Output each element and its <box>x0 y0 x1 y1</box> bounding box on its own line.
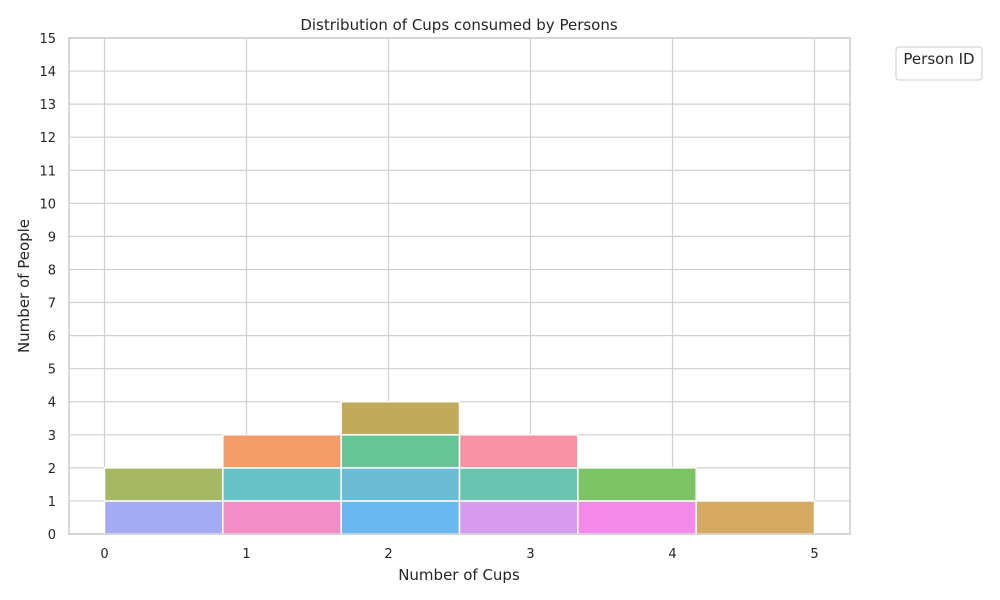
histogram-bar-segment <box>458 467 579 502</box>
x-tick-label: 0 <box>100 547 108 562</box>
legend-title: Person ID <box>903 50 974 68</box>
y-tick-label: 6 <box>48 330 56 345</box>
x-tick-label: 4 <box>668 547 676 562</box>
histogram-bar-segment <box>340 434 461 469</box>
x-tick-label: 3 <box>526 547 534 562</box>
x-tick-label: 1 <box>242 547 250 562</box>
histogram-bar-segment <box>340 400 461 436</box>
y-tick-label: 11 <box>39 164 56 179</box>
histogram-bar-segment <box>340 467 461 502</box>
chart-title: Distribution of Cups consumed by Persons <box>300 16 618 34</box>
bars <box>103 400 816 535</box>
histogram-bar-segment <box>577 500 697 535</box>
y-tick-label: 10 <box>39 197 56 212</box>
histogram-bar-segment <box>577 467 697 502</box>
histogram-bar-segment <box>458 500 579 535</box>
y-axis-label: Number of People <box>15 219 33 353</box>
histogram-bar-segment <box>222 467 342 502</box>
histogram-bar-segment <box>458 434 579 469</box>
legend-box <box>895 46 983 81</box>
x-axis-ticks: 0 1 2 3 4 5 <box>100 547 818 562</box>
histogram-bar-segment <box>222 434 342 469</box>
histogram-bar-segment <box>103 500 224 535</box>
histogram-bar-segment <box>340 500 461 535</box>
y-tick-label: 14 <box>39 65 56 80</box>
x-axis-label: Number of Cups <box>398 566 520 584</box>
y-tick-label: 1 <box>48 495 56 510</box>
y-tick-label: 3 <box>48 429 56 444</box>
grid <box>69 37 850 535</box>
y-tick-label: 8 <box>48 263 56 278</box>
y-tick-label: 5 <box>48 363 56 378</box>
y-tick-label: 7 <box>48 297 56 312</box>
x-tick-label: 2 <box>384 547 392 562</box>
y-tick-label: 13 <box>39 98 56 113</box>
legend: Person ID <box>895 46 983 81</box>
y-tick-label: 2 <box>48 462 56 477</box>
histogram-bar-segment <box>695 500 816 535</box>
x-tick-label: 5 <box>810 547 818 562</box>
y-tick-label: 15 <box>39 32 56 47</box>
y-tick-label: 12 <box>39 131 56 146</box>
y-tick-label: 9 <box>48 230 56 245</box>
plot-frame <box>68 37 851 535</box>
histogram-bar-segment <box>103 467 224 502</box>
histogram-bar-segment <box>222 500 342 535</box>
y-tick-label: 0 <box>48 528 56 543</box>
y-tick-label: 4 <box>48 396 56 411</box>
